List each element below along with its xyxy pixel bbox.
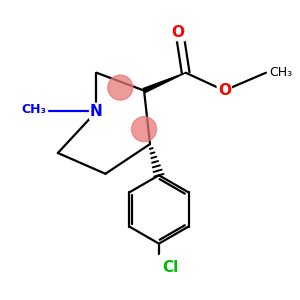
- Text: N: N: [90, 104, 103, 119]
- Text: O: O: [218, 83, 231, 98]
- Circle shape: [132, 117, 157, 142]
- Text: O: O: [172, 25, 185, 40]
- Text: Cl: Cl: [162, 260, 178, 275]
- Circle shape: [108, 75, 133, 100]
- Text: CH₃: CH₃: [21, 103, 46, 116]
- Polygon shape: [143, 73, 186, 93]
- Text: CH₃: CH₃: [269, 66, 292, 79]
